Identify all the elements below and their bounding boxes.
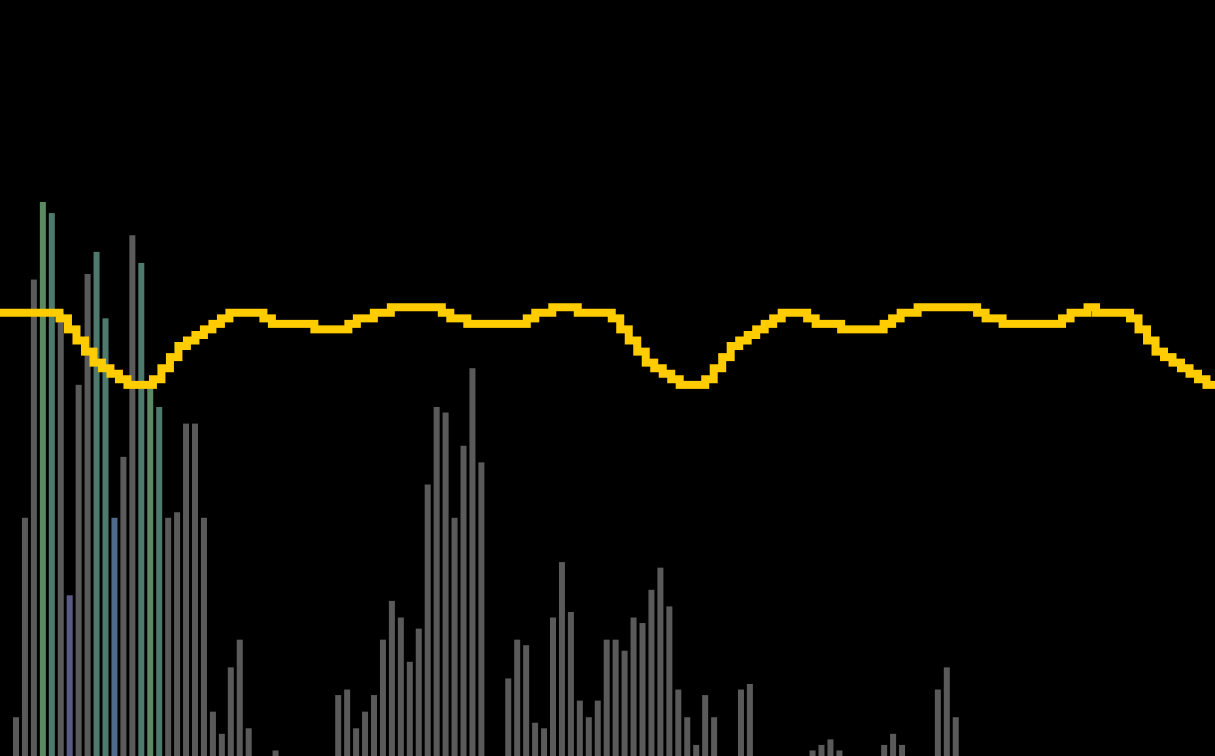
bar [603, 639, 610, 756]
bar [66, 595, 73, 756]
bar [684, 717, 691, 756]
bar [353, 728, 360, 756]
bar [147, 384, 154, 756]
bar [39, 202, 46, 756]
bar [21, 517, 28, 756]
bar [218, 733, 225, 756]
bar [523, 645, 530, 756]
bar [899, 744, 906, 756]
bar [702, 695, 709, 756]
bar [93, 251, 100, 756]
bar [272, 750, 279, 756]
bar [442, 412, 449, 756]
bar [433, 406, 440, 756]
bar [57, 312, 64, 756]
bar [943, 667, 950, 756]
bar [558, 562, 565, 756]
bar [478, 462, 485, 756]
line-path [0, 303, 1215, 389]
bar-series [13, 202, 959, 756]
bar [174, 512, 181, 756]
bar [236, 639, 243, 756]
bar [344, 689, 351, 756]
bar [934, 689, 941, 756]
bar [711, 717, 718, 756]
bar [84, 274, 91, 756]
bar [424, 484, 431, 756]
bar [639, 623, 646, 756]
bar [397, 617, 404, 756]
bar [541, 728, 548, 756]
bar [362, 711, 369, 756]
bar [379, 639, 386, 756]
bar [550, 617, 556, 756]
bar [371, 695, 377, 756]
bar [505, 678, 512, 756]
bar [567, 611, 574, 756]
bar [469, 368, 476, 756]
bar [451, 517, 458, 756]
bar [881, 744, 888, 756]
bar [585, 717, 592, 756]
bar [746, 683, 753, 756]
bar [156, 406, 163, 756]
bar [192, 423, 198, 756]
bar [612, 639, 619, 756]
bar [165, 517, 172, 756]
bar [209, 711, 216, 756]
bar [13, 717, 19, 756]
bar [827, 739, 834, 756]
bar [183, 423, 190, 756]
bar [890, 733, 897, 756]
bar [514, 639, 521, 756]
bar [415, 628, 422, 756]
bar [576, 700, 583, 756]
bar [335, 695, 342, 756]
bar [111, 517, 118, 756]
bar [818, 744, 825, 756]
bar [693, 744, 700, 756]
bar [657, 567, 664, 756]
bar [630, 617, 637, 756]
bar [666, 606, 673, 756]
bar [138, 262, 145, 756]
bar [952, 717, 959, 756]
bar [621, 650, 628, 756]
line-series [0, 303, 1215, 389]
bar [460, 445, 467, 756]
bar [836, 750, 843, 756]
bar [245, 728, 252, 756]
bar [388, 600, 395, 756]
bar [809, 750, 816, 756]
bar [75, 384, 82, 756]
bar [532, 722, 539, 756]
bar [48, 213, 55, 756]
bar [227, 667, 234, 756]
bar [737, 689, 744, 756]
bar [102, 318, 109, 756]
bar [30, 279, 37, 756]
bar [675, 689, 682, 756]
bar [200, 517, 207, 756]
bar [648, 589, 655, 756]
bar [120, 456, 127, 756]
bar [594, 700, 601, 756]
bar [129, 235, 136, 756]
bar [406, 661, 413, 756]
